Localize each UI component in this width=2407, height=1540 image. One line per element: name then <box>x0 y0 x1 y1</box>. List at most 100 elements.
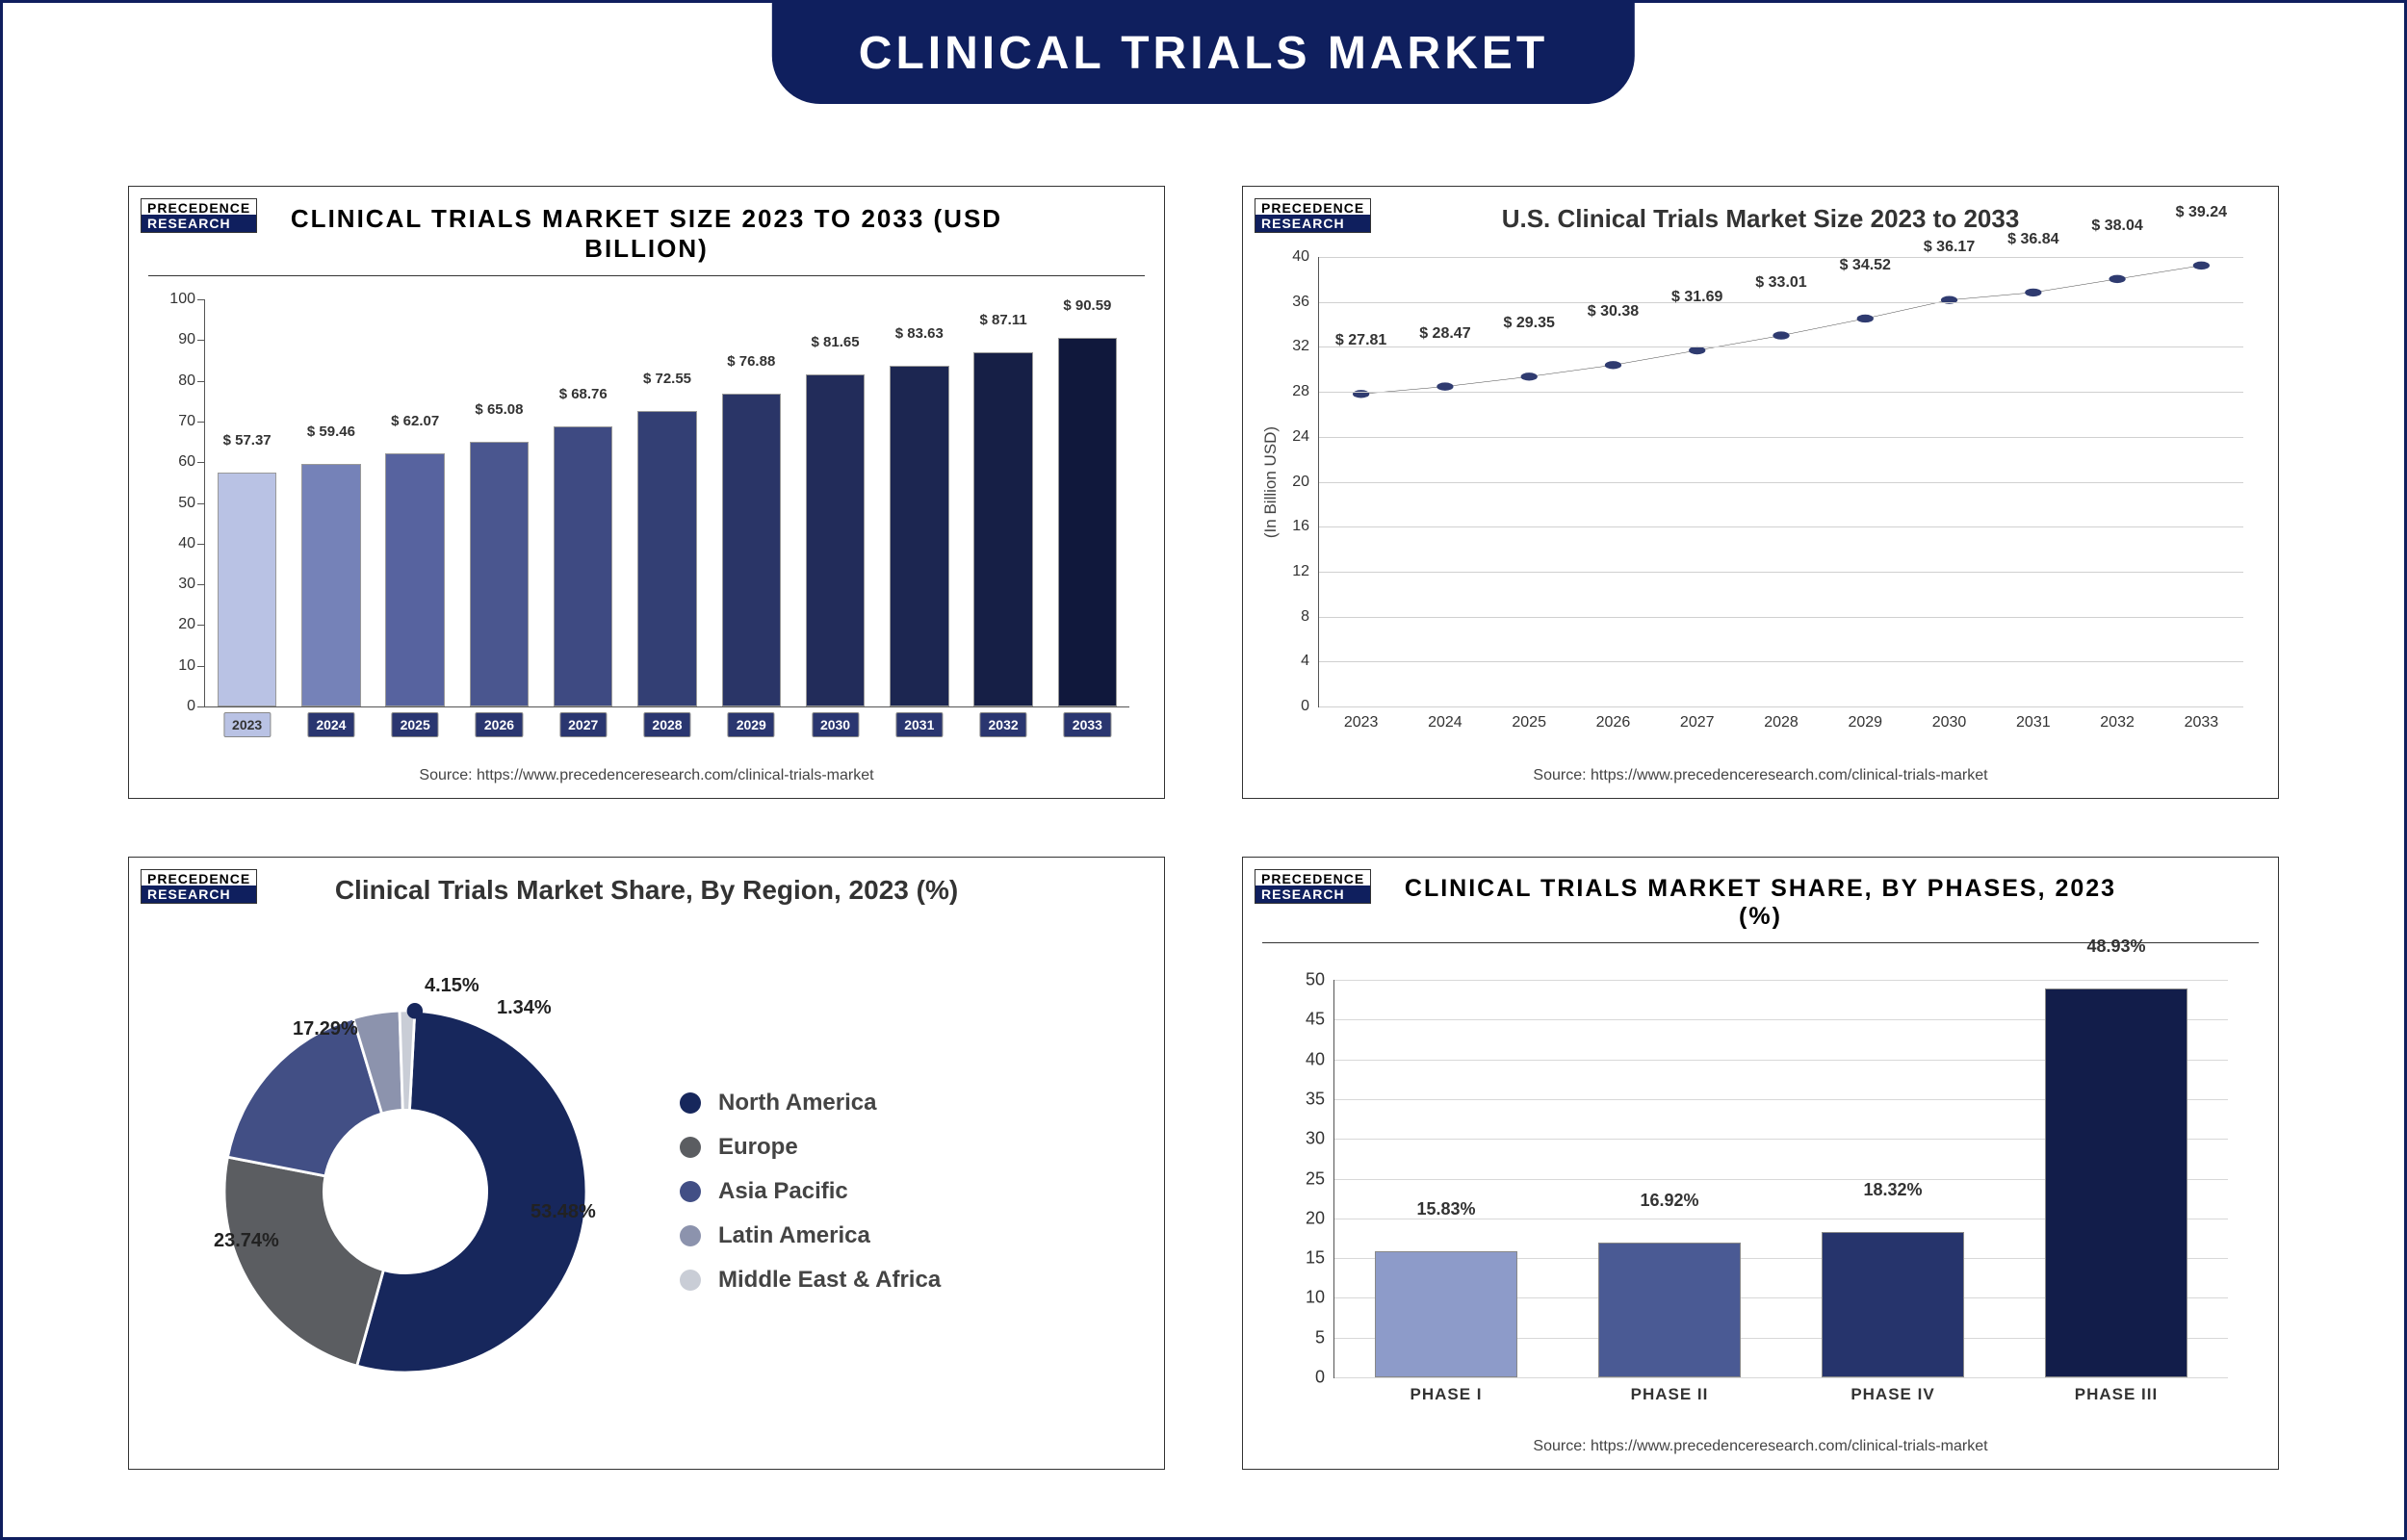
panel1-source: Source: https://www.precedenceresearch.c… <box>129 757 1164 798</box>
ytick-label: 90 <box>178 331 205 348</box>
donut-svg <box>179 965 632 1418</box>
ytick-label: 28 <box>1292 383 1319 400</box>
chart-grid: PRECEDENCE RESEARCH CLINICAL TRIALS MARK… <box>3 3 2404 1537</box>
legend-label: Europe <box>718 1134 798 1161</box>
bar-value-label: $ 83.63 <box>895 325 944 346</box>
slice-pct-label: 53.48% <box>531 1201 596 1223</box>
legend-item: Latin America <box>680 1222 941 1249</box>
x-category: 2029 <box>1848 714 1882 732</box>
bar-value-label: 15.83% <box>1416 1199 1475 1225</box>
point-value-label: $ 33.01 <box>1755 274 1806 305</box>
ytick-label: 35 <box>1306 1089 1334 1109</box>
panel2-ylabel: (In Billion USD) <box>1261 425 1281 537</box>
logo: PRECEDENCE RESEARCH <box>1255 869 1371 904</box>
ytick-label: 80 <box>178 372 205 390</box>
gridline <box>1334 980 2228 981</box>
ytick-label: 36 <box>1292 294 1319 311</box>
panel3-title: Clinical Trials Market Share, By Region,… <box>129 875 1164 906</box>
ytick-label: 50 <box>178 495 205 512</box>
logo-bottom: RESEARCH <box>1255 215 1370 232</box>
point-value-label: $ 34.52 <box>1840 257 1891 288</box>
bar-value-label: 16.92% <box>1640 1191 1698 1217</box>
legend-item: Europe <box>680 1134 941 1161</box>
bar <box>806 374 865 706</box>
bar <box>890 366 948 706</box>
logo-bottom: RESEARCH <box>142 215 256 232</box>
x-category: 2031 <box>895 712 943 737</box>
panel4-source: Source: https://www.precedenceresearch.c… <box>1243 1428 2278 1469</box>
point-value-label: $ 36.17 <box>1924 239 1975 270</box>
logo-bottom: RESEARCH <box>142 886 256 903</box>
logo: PRECEDENCE RESEARCH <box>141 869 257 904</box>
bar-value-label: $ 90.59 <box>1063 297 1111 318</box>
x-category: PHASE III <box>2075 1385 2158 1404</box>
bar <box>1822 1232 1964 1377</box>
x-category: 2030 <box>1932 714 1967 732</box>
bar-value-label: $ 62.07 <box>391 413 439 433</box>
x-category: 2024 <box>1428 714 1462 732</box>
ytick-label: 60 <box>178 453 205 471</box>
donut-wrap: 53.48%23.74%17.29%4.15%1.34% North Ameri… <box>150 919 1143 1463</box>
bar <box>722 394 781 706</box>
legend-swatch <box>680 1270 701 1291</box>
legend-swatch <box>680 1092 701 1114</box>
ytick-label: 0 <box>187 698 205 715</box>
ytick-label: 40 <box>1292 248 1319 266</box>
bar <box>470 442 529 706</box>
legend-item: North America <box>680 1090 941 1116</box>
x-category: 2025 <box>392 712 439 737</box>
gridline <box>1319 617 2243 618</box>
donut-leader-dot <box>407 1003 423 1018</box>
x-category: PHASE IV <box>1851 1385 1934 1404</box>
donut-container: 53.48%23.74%17.29%4.15%1.34% <box>179 965 632 1418</box>
legend-item: Asia Pacific <box>680 1178 941 1205</box>
donut-slice <box>227 1017 381 1175</box>
gridline <box>1319 257 2243 258</box>
ytick-label: 20 <box>178 616 205 633</box>
legend-item: Middle East & Africa <box>680 1267 941 1294</box>
dashboard-frame: CLINICAL TRIALS MARKET PRECEDENCE RESEAR… <box>0 0 2407 1540</box>
x-category: 2033 <box>2185 714 2219 732</box>
point-value-label: $ 39.24 <box>2176 204 2227 235</box>
bar <box>973 352 1032 706</box>
panel3-chart-area: 53.48%23.74%17.29%4.15%1.34% North Ameri… <box>150 919 1143 1463</box>
ytick-label: 20 <box>1306 1208 1334 1228</box>
ytick-label: 30 <box>1306 1129 1334 1149</box>
line-marker <box>1605 361 1621 369</box>
legend-swatch <box>680 1225 701 1246</box>
gridline <box>1319 482 2243 483</box>
logo-bottom: RESEARCH <box>1255 886 1370 903</box>
x-category: 2026 <box>476 712 523 737</box>
x-category: 2027 <box>1680 714 1715 732</box>
legend-label: Asia Pacific <box>718 1178 848 1205</box>
bar <box>2045 988 2187 1377</box>
bar-value-label: $ 87.11 <box>979 312 1026 332</box>
logo-top: PRECEDENCE <box>142 199 256 215</box>
panel4-axes: 0510152025303540455015.83%PHASE I16.92%P… <box>1333 980 2228 1378</box>
legend-label: North America <box>718 1090 876 1116</box>
panel-market-size-bar: PRECEDENCE RESEARCH CLINICAL TRIALS MARK… <box>128 186 1165 799</box>
ytick-label: 25 <box>1306 1168 1334 1189</box>
point-value-label: $ 29.35 <box>1503 315 1554 346</box>
panel4-chart-area: 0510152025303540455015.83%PHASE I16.92%P… <box>1264 957 2257 1423</box>
bar-value-label: $ 57.37 <box>223 432 272 452</box>
bar-value-label: $ 59.46 <box>307 424 355 444</box>
main-title: CLINICAL TRIALS MARKET <box>772 3 1635 104</box>
gridline <box>1334 1377 2228 1378</box>
gridline <box>1319 392 2243 393</box>
x-category: PHASE II <box>1631 1385 1709 1404</box>
line-marker <box>2109 275 2125 283</box>
logo-top: PRECEDENCE <box>142 870 256 886</box>
ytick-label: 45 <box>1306 1010 1334 1030</box>
x-category: 2030 <box>812 712 859 737</box>
panel1-rule <box>148 275 1145 276</box>
bar-value-label: $ 68.76 <box>559 386 608 406</box>
panel1-chart-area: 0102030405060708090100$ 57.372023$ 59.46… <box>150 290 1143 752</box>
ytick-label: 40 <box>1306 1049 1334 1069</box>
x-category: 2029 <box>728 712 775 737</box>
ytick-label: 100 <box>169 291 205 308</box>
gridline <box>1319 526 2243 527</box>
bar-value-label: $ 81.65 <box>812 334 860 354</box>
point-value-label: $ 27.81 <box>1335 332 1386 363</box>
line-marker <box>1857 315 1874 322</box>
